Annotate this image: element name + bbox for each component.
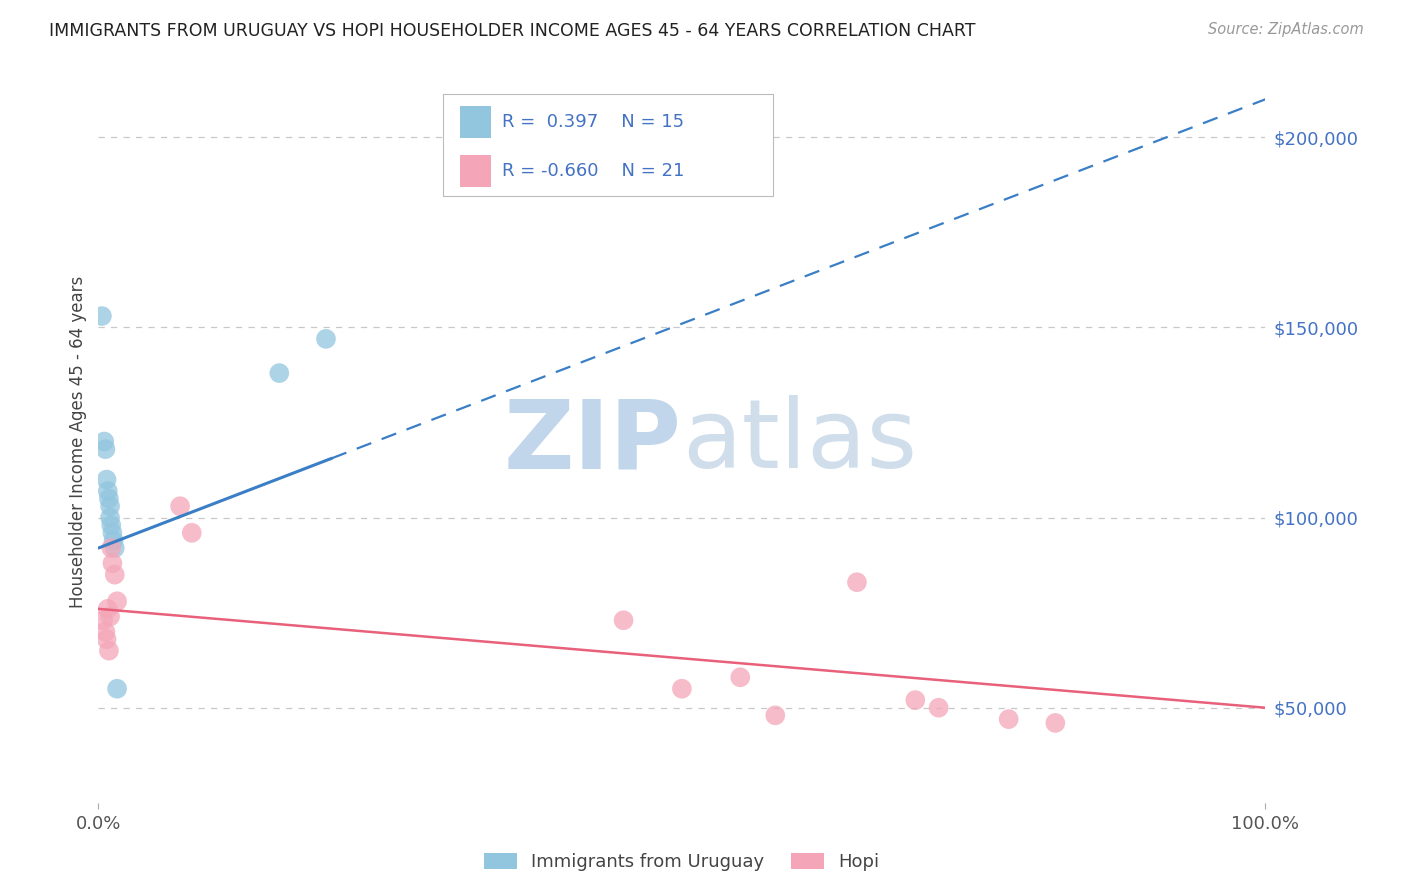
Point	[91, 613, 114, 627]
Point	[104, 567, 127, 582]
Point	[94, 624, 117, 639]
Y-axis label: Householder Income Ages 45 - 64 years: Householder Income Ages 45 - 64 years	[69, 276, 87, 607]
Text: Source: ZipAtlas.com: Source: ZipAtlas.com	[1208, 22, 1364, 37]
Point	[169, 499, 191, 513]
Point	[105, 594, 128, 608]
Point	[101, 556, 124, 570]
Point	[97, 491, 120, 506]
Point	[730, 670, 752, 684]
Point	[613, 613, 636, 627]
Point	[763, 708, 786, 723]
Point	[98, 510, 121, 524]
Point	[315, 332, 337, 346]
Point	[180, 525, 202, 540]
Legend: Immigrants from Uruguay, Hopi: Immigrants from Uruguay, Hopi	[475, 844, 889, 880]
Point	[97, 643, 120, 657]
Point	[105, 681, 128, 696]
Point	[98, 499, 121, 513]
Point	[97, 483, 120, 498]
Point	[96, 632, 118, 647]
Text: ZIP: ZIP	[503, 395, 682, 488]
Point	[98, 609, 121, 624]
Point	[846, 575, 869, 590]
Point	[928, 700, 950, 714]
Point	[101, 525, 124, 540]
Text: IMMIGRANTS FROM URUGUAY VS HOPI HOUSEHOLDER INCOME AGES 45 - 64 YEARS CORRELATIO: IMMIGRANTS FROM URUGUAY VS HOPI HOUSEHOL…	[49, 22, 976, 40]
Text: R = -0.660    N = 21: R = -0.660 N = 21	[502, 161, 685, 179]
Point	[97, 602, 120, 616]
Point	[96, 473, 118, 487]
Point	[269, 366, 291, 380]
Point	[104, 541, 127, 555]
Point	[100, 541, 122, 555]
Point	[671, 681, 693, 696]
Point	[93, 434, 115, 449]
Text: atlas: atlas	[682, 395, 917, 488]
Point	[103, 533, 125, 548]
Point	[904, 693, 927, 707]
Point	[94, 442, 117, 457]
Text: R =  0.397    N = 15: R = 0.397 N = 15	[502, 113, 685, 131]
Point	[100, 518, 122, 533]
Point	[997, 712, 1019, 726]
Point	[90, 309, 112, 323]
Point	[1045, 715, 1067, 730]
